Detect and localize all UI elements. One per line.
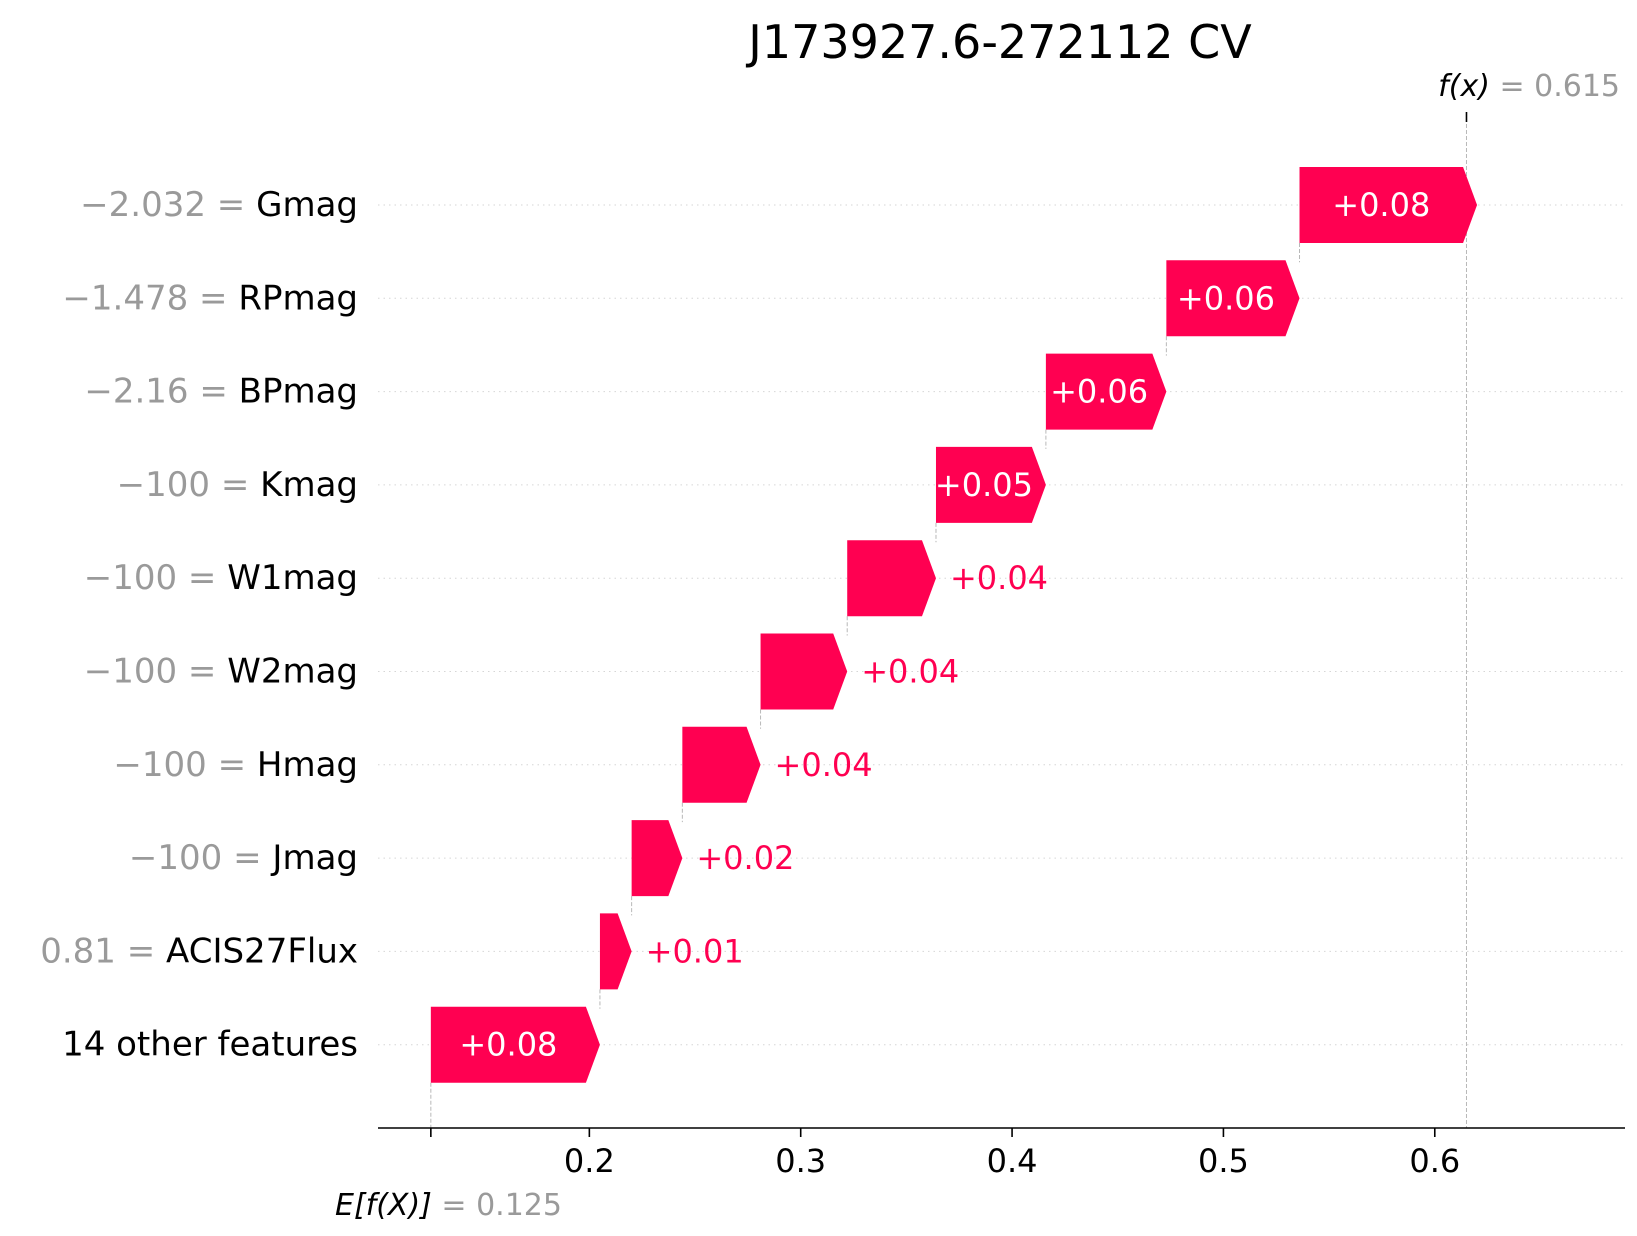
feature-label: −2.032 = Gmag [80, 185, 358, 225]
feature-label: −100 = W1mag [84, 558, 358, 598]
bar-gmag [1299, 167, 1478, 243]
output-value-annotation: f(x) = 0.615 [1438, 69, 1620, 104]
feature-labels: −2.032 = Gmag −1.478 = RPmag −2.16 = BPmag… [40, 185, 358, 1065]
bar-jmag [631, 820, 683, 897]
connector-layer [430, 112, 1468, 1128]
bar-hmag [682, 726, 761, 803]
contribution-label: +0.04 [950, 559, 1048, 597]
label-layer: +0.08 +0.06 +0.06 +0.05 +0.04 +0.04 +0.04 +0.02… [459, 186, 1430, 1064]
output-value-label: f(x) [1438, 69, 1490, 104]
feature-name: W2mag [227, 652, 358, 692]
feature-label: −100 = Kmag [117, 465, 358, 505]
x-tick-label: 0.4 [987, 1142, 1038, 1180]
base-value-text: E[f(X)] = 0.125 [335, 1188, 562, 1223]
bar-rpmag [1166, 260, 1300, 337]
contribution-label: +0.08 [1332, 186, 1430, 224]
feature-name: Gmag [256, 185, 358, 225]
bar-kmag [935, 446, 1046, 523]
feature-value: −100 = [84, 652, 228, 692]
feature-name: RPmag [238, 278, 358, 318]
contribution-label: +0.01 [646, 932, 744, 970]
feature-label: 0.81 = ACIS27Flux [40, 931, 358, 971]
feature-name: Kmag [260, 465, 358, 505]
feature-value: −2.032 = [80, 185, 256, 225]
feature-label: −100 = Jmag [129, 838, 358, 878]
feature-name: W1mag [227, 558, 358, 598]
output-value-number: = 0.615 [1490, 69, 1620, 104]
bar-14-other-features [430, 1006, 600, 1083]
base-value-annotation: E[f(X)] = 0.125 [335, 1188, 562, 1223]
feature-label: 14 other features [62, 1025, 358, 1065]
feature-name: 14 other features [62, 1025, 358, 1065]
x-axis-ticks: 0.2 0.3 0.4 0.5 0.6 [430, 1128, 1460, 1180]
base-value-number: = 0.125 [432, 1188, 562, 1223]
feature-value: 0.81 = [40, 931, 166, 971]
bar-bpmag [1045, 353, 1167, 430]
contribution-label: +0.04 [861, 653, 959, 691]
feature-label: −100 = W2mag [84, 652, 358, 692]
feature-value: −2.16 = [84, 372, 238, 412]
feature-label: −100 = Hmag [113, 745, 358, 785]
bar-layer [430, 167, 1478, 1083]
feature-value: −100 = [84, 558, 228, 598]
chart-title: J173927.6-272112 CV [745, 15, 1252, 69]
bar-acis27flux [599, 913, 632, 990]
contribution-label: +0.04 [775, 746, 873, 784]
grid-layer [378, 204, 1625, 1046]
x-tick-label: 0.5 [1198, 1142, 1249, 1180]
feature-label: −1.478 = RPmag [62, 278, 358, 318]
feature-name: Hmag [257, 745, 358, 785]
feature-label: −2.16 = BPmag [84, 372, 358, 412]
feature-name: Jmag [270, 838, 358, 878]
contribution-label: +0.05 [935, 466, 1033, 504]
base-value-label: E[f(X)] [335, 1188, 432, 1223]
bar-w1mag [847, 540, 936, 617]
bar-w2mag [760, 633, 848, 710]
feature-value: −100 = [117, 465, 261, 505]
feature-value: −100 = [129, 838, 273, 878]
contribution-label: +0.02 [696, 839, 794, 877]
contribution-label: +0.06 [1050, 373, 1148, 411]
contribution-label: +0.06 [1177, 279, 1275, 317]
x-tick-label: 0.6 [1409, 1142, 1460, 1180]
feature-value: −100 = [113, 745, 257, 785]
feature-name: BPmag [239, 372, 358, 412]
output-value-text: f(x) = 0.615 [1438, 69, 1620, 104]
x-tick-label: 0.3 [775, 1142, 826, 1180]
feature-name: ACIS27Flux [166, 931, 358, 971]
feature-value: −1.478 = [62, 278, 238, 318]
contribution-label: +0.08 [459, 1026, 557, 1064]
x-tick-label: 0.2 [564, 1142, 615, 1180]
